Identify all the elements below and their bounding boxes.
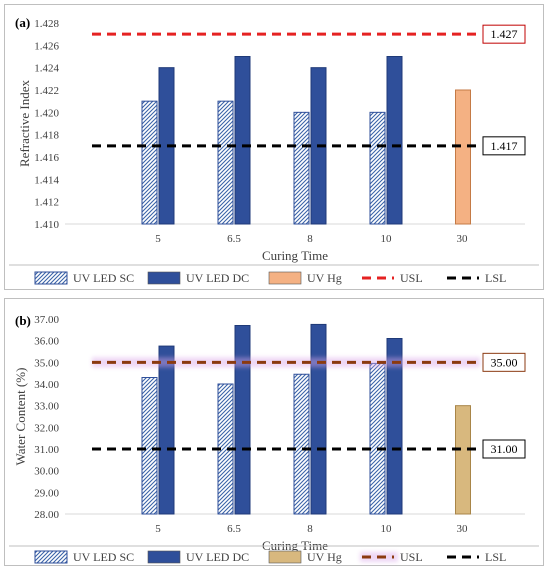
y-tick-label: 29.00: [34, 487, 59, 499]
y-tick-label: 32.00: [34, 422, 59, 434]
legend-label: UV LED SC: [73, 271, 134, 285]
bar-uv-led-sc: [141, 100, 158, 225]
legend-uv-led-dc: UV LED DC: [147, 271, 249, 285]
y-tick-label: 1.422: [34, 85, 59, 97]
y-tick-label: 34.00: [34, 379, 59, 391]
bar-uv-led-sc: [141, 377, 158, 515]
x-tick-label: 6.5: [227, 523, 241, 535]
y-tick-label: 1.418: [34, 130, 59, 142]
legend-swatch: [268, 550, 302, 564]
legend-uv-hg: UV Hg: [268, 271, 342, 285]
bar-uv-led-sc: [293, 111, 310, 225]
legend-label: UV Hg: [307, 271, 342, 285]
panel-label-a: (a): [15, 15, 30, 30]
chart-panel-a: (a) Refractive Index 1.410 1.412 1.414 1.416 1…: [4, 4, 544, 290]
x-tick-label: 30: [457, 233, 469, 245]
y-tick-label: 1.424: [34, 63, 59, 75]
legend-swatch: [147, 550, 181, 564]
y-tick-label: 37.00: [34, 314, 59, 326]
x-tick-label: 5: [155, 523, 161, 535]
panel-label-b: (b): [15, 313, 31, 328]
ref-label-usl: 1.427: [491, 27, 518, 41]
legend-usl: USL: [360, 550, 423, 564]
bar-uv-led-sc: [293, 373, 310, 515]
legend-lsl: LSL: [447, 550, 506, 564]
y-tick-label: 28.00: [34, 509, 59, 521]
legend-swatch: [34, 550, 68, 564]
x-tick-label: 30: [457, 523, 469, 535]
legend-swatch: [34, 271, 68, 285]
bar-uv-led-dc: [234, 325, 251, 515]
bar-uv-led-dc: [386, 338, 403, 515]
legend-label: USL: [400, 271, 423, 285]
y-tick-label: 1.410: [34, 219, 59, 231]
ref-label-lsl: 31.00: [491, 442, 518, 456]
y-tick-label: 30.00: [34, 466, 59, 478]
ref-label-usl: 35.00: [491, 355, 518, 369]
legend-label: LSL: [485, 550, 506, 564]
x-axis-title-a: Curing Time: [262, 248, 328, 263]
bar-uv-led-sc: [369, 111, 386, 225]
y-axis-title-a: Refractive Index: [17, 80, 32, 167]
y-tick-label: 1.412: [34, 197, 59, 209]
bar-uv-led-sc: [217, 100, 234, 225]
x-tick-label: 10: [381, 233, 393, 245]
ref-label-box-usl: [482, 24, 526, 44]
y-tick-label: 1.414: [34, 174, 59, 186]
legend-label: USL: [400, 550, 423, 564]
x-tick-label: 8: [307, 233, 313, 245]
legend-lsl: LSL: [447, 271, 506, 285]
legend-usl: USL: [362, 271, 423, 285]
ref-label-box-lsl: [482, 439, 526, 459]
y-tick-label: 35.00: [34, 357, 59, 369]
bar-uv-led-dc: [386, 56, 403, 225]
usl-highlight: [92, 357, 480, 368]
chart-panel-b: (b) Water Content (%) 28.00 29.00 30.00 31.00…: [4, 298, 544, 566]
legend-uv-led-sc: UV LED SC: [34, 550, 134, 564]
legend-swatch: [147, 271, 181, 285]
legend-label: UV LED DC: [186, 550, 249, 564]
legend-label: UV LED SC: [73, 550, 134, 564]
bar-uv-led-dc: [158, 345, 175, 515]
x-tick-label: 5: [155, 233, 161, 245]
x-tick-label: 10: [381, 523, 393, 535]
x-tick-label: 8: [307, 523, 313, 535]
y-axis-title-b: Water Content (%): [13, 368, 28, 466]
y-tick-label: 33.00: [34, 401, 59, 413]
legend-label: UV Hg: [307, 550, 342, 564]
bar-uv-led-dc: [234, 56, 251, 225]
y-tick-label: 1.428: [34, 18, 59, 30]
x-tick-label: 6.5: [227, 233, 241, 245]
y-tick-label: 36.00: [34, 336, 59, 348]
y-tick-label: 1.426: [34, 40, 59, 52]
legend-uv-hg: UV Hg: [268, 550, 342, 564]
chart-a-svg: (a) Refractive Index 1.410 1.412 1.414 1.416 1…: [9, 15, 539, 285]
legend-uv-led-sc: UV LED SC: [34, 271, 134, 285]
ref-label-lsl: 1.417: [491, 139, 518, 153]
chart-b-svg: (b) Water Content (%) 28.00 29.00 30.00 31.00…: [9, 313, 539, 564]
y-tick-label: 1.420: [34, 107, 59, 119]
bar-uv-hg: [455, 89, 471, 225]
legend-label: UV LED DC: [186, 271, 249, 285]
bar-uv-led-dc: [310, 323, 327, 515]
bar-uv-hg: [455, 405, 471, 515]
legend-uv-led-dc: UV LED DC: [147, 550, 249, 564]
y-tick-label: 31.00: [34, 444, 59, 456]
legend-label: LSL: [485, 271, 506, 285]
ref-label-box-usl: [482, 352, 526, 372]
bar-uv-led-sc: [369, 362, 386, 515]
ref-label-box-lsl: [482, 136, 526, 156]
y-tick-label: 1.416: [34, 152, 59, 164]
legend-swatch: [268, 271, 302, 285]
